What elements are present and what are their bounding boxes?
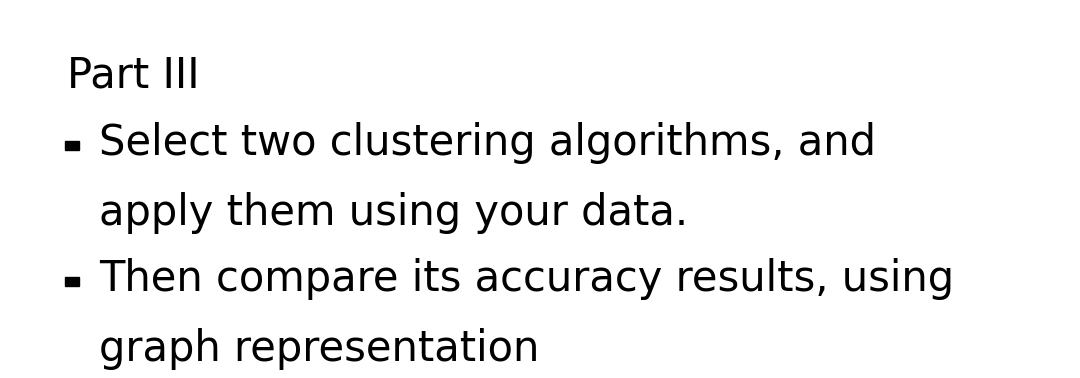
FancyBboxPatch shape (65, 141, 79, 150)
Text: apply them using your data.: apply them using your data. (99, 192, 688, 234)
Text: Then compare its accuracy results, using: Then compare its accuracy results, using (99, 258, 955, 300)
Text: Select two clustering algorithms, and: Select two clustering algorithms, and (99, 122, 876, 164)
Text: Part III: Part III (67, 54, 200, 97)
FancyBboxPatch shape (65, 277, 79, 286)
Text: graph representation: graph representation (99, 328, 540, 370)
